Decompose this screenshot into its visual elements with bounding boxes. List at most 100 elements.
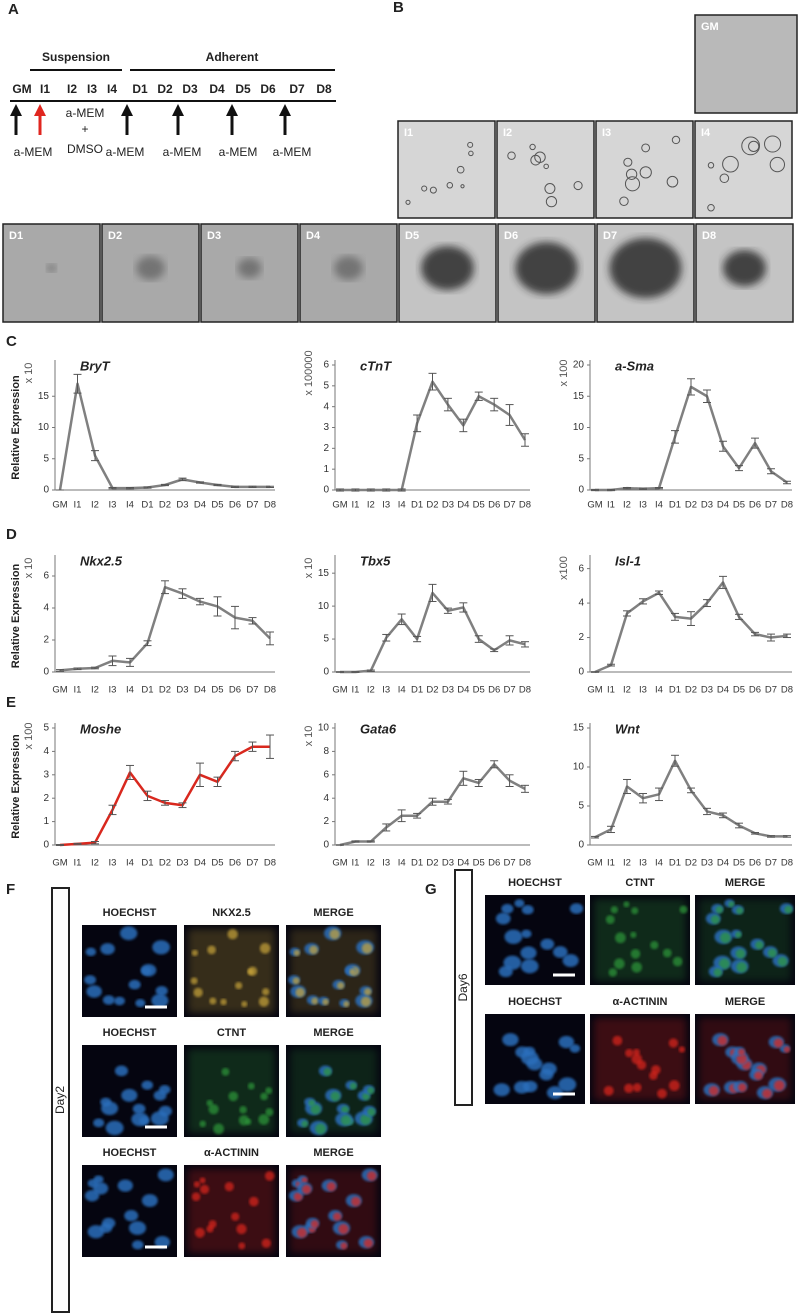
image-label: D4 — [306, 230, 321, 242]
stain-signal — [315, 1124, 326, 1135]
stain-signal — [714, 968, 722, 976]
x-tick-label: I4 — [655, 685, 663, 696]
stain-signal — [604, 1086, 614, 1096]
stain-signal — [736, 949, 746, 959]
nucleus — [159, 1106, 172, 1117]
x-tick-label: D4 — [194, 858, 206, 869]
stain-label: MERGE — [725, 996, 765, 1008]
y-tick-label: 4 — [43, 603, 49, 614]
stain-signal — [649, 1071, 658, 1080]
error-bar — [74, 843, 82, 844]
stain-signal — [329, 929, 339, 939]
x-tick-label: I4 — [126, 685, 134, 696]
x-tick-label: I2 — [91, 685, 99, 696]
x-tick-label: I3 — [382, 685, 390, 696]
chart-title: cTnT — [360, 358, 392, 373]
stain-signal — [784, 906, 792, 914]
stain-signal — [195, 1228, 205, 1238]
stain-signal — [720, 932, 731, 943]
image-label: GM — [701, 21, 719, 33]
stain-signal — [199, 1121, 206, 1128]
x-tick-label: D7 — [246, 858, 258, 869]
nucleus — [115, 1066, 128, 1077]
stain-signal — [650, 941, 658, 949]
stain-signal — [262, 988, 269, 995]
nucleus — [522, 905, 534, 914]
stain-signal — [614, 958, 625, 969]
x-tick-label: D7 — [504, 500, 516, 511]
x-tick-label: D6 — [749, 500, 761, 511]
x-tick-label: I3 — [109, 858, 117, 869]
cell-cluster — [47, 264, 57, 272]
series-line — [595, 761, 787, 837]
stain-signal — [633, 1083, 642, 1092]
stain-signal — [192, 950, 198, 956]
treatment-label: a-MEM — [66, 106, 105, 120]
x-tick-label: I2 — [367, 500, 375, 511]
stain-label: HOECHST — [508, 877, 562, 889]
x-tick-label: D4 — [717, 500, 729, 511]
x-tick-label: D7 — [765, 500, 777, 511]
stain-signal — [774, 1038, 783, 1047]
x-tick-label: I1 — [74, 500, 82, 511]
x-tick-label: GM — [52, 858, 67, 869]
x-tick-label: D8 — [264, 500, 276, 511]
stain-label: HOECHST — [508, 996, 562, 1008]
stain-signal — [247, 969, 253, 975]
x-tick-label: D8 — [781, 858, 793, 869]
stain-signal — [301, 1121, 308, 1128]
stain-signal — [333, 1212, 341, 1220]
timepoint-label: I1 — [40, 82, 50, 96]
stain-label: CTNT — [625, 877, 655, 889]
stain-signal — [711, 915, 720, 924]
x-tick-label: D5 — [211, 500, 223, 511]
x-tick-label: D3 — [442, 500, 454, 511]
error-bar — [336, 672, 344, 673]
stain-signal — [625, 1049, 633, 1057]
stain-signal — [615, 932, 626, 943]
y-tick-label: 2 — [578, 632, 584, 643]
nucleus — [124, 1210, 138, 1221]
stain-signal — [630, 932, 636, 938]
y-tick-label: 5 — [578, 801, 584, 812]
x-tick-label: D6 — [229, 685, 241, 696]
nucleus — [570, 903, 583, 914]
x-tick-label: I1 — [607, 500, 615, 511]
stain-signal — [768, 949, 777, 958]
x-tick-label: D7 — [246, 685, 258, 696]
x-tick-label: D7 — [765, 858, 777, 869]
y-tick-label: 0 — [578, 667, 584, 678]
stain-label: MERGE — [313, 1147, 353, 1159]
stain-signal — [762, 1089, 772, 1099]
stain-signal — [194, 1181, 200, 1187]
x-tick-label: GM — [332, 858, 347, 869]
x-tick-label: I2 — [91, 500, 99, 511]
x-tick-label: D2 — [685, 858, 697, 869]
stain-signal — [337, 982, 344, 989]
x-tick-label: D4 — [717, 685, 729, 696]
image-label: D2 — [108, 230, 122, 242]
nucleus — [504, 930, 522, 944]
y-tick-label: 20 — [573, 360, 585, 371]
x-tick-label: D5 — [733, 858, 745, 869]
chart-title: Moshe — [80, 721, 121, 736]
x-tick-label: D4 — [194, 685, 206, 696]
stain-signal — [308, 1100, 315, 1107]
x-tick-label: D4 — [457, 858, 469, 869]
y-tick-label: 0 — [323, 667, 329, 678]
x-tick-label: I2 — [623, 500, 631, 511]
x-tick-label: D1 — [141, 500, 153, 511]
nucleus — [120, 926, 137, 940]
x-tick-label: D8 — [519, 858, 531, 869]
y-tick-label: 2 — [323, 816, 329, 827]
series-line — [595, 582, 787, 672]
stain-signal — [192, 1192, 201, 1201]
stain-signal — [338, 1224, 348, 1234]
y-tick-label: 0 — [578, 840, 584, 851]
nucleus — [559, 1036, 574, 1048]
timepoint-label: D5 — [235, 82, 251, 96]
x-tick-label: I1 — [351, 500, 359, 511]
error-bar — [490, 649, 498, 652]
stain-signal — [612, 1036, 622, 1046]
cell-cluster — [334, 256, 363, 280]
